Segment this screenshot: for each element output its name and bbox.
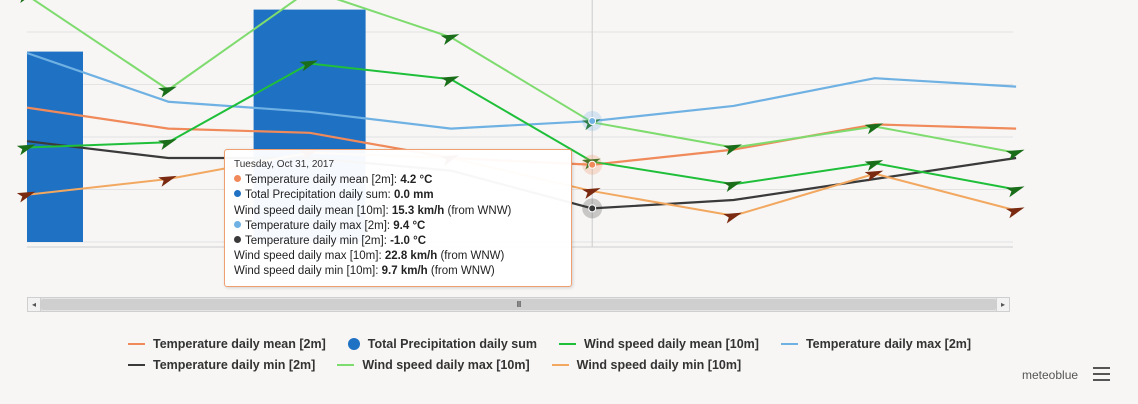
legend-line-icon <box>128 342 145 345</box>
legend-label: Temperature daily mean [2m] <box>153 336 326 351</box>
credit-label[interactable]: meteoblue <box>1022 368 1079 382</box>
tooltip-value: -1.0 °C <box>390 235 427 248</box>
wind-direction-arrow <box>158 86 177 98</box>
wind-direction-arrow <box>582 187 601 199</box>
tooltip-suffix: (from WNW) <box>437 250 505 263</box>
legend-label: Temperature daily max [2m] <box>805 336 972 351</box>
legend-label: Wind speed daily mean [10m] <box>584 336 759 351</box>
tooltip-row: Temperature daily mean [2m]: 4.2 °C <box>234 173 562 188</box>
scroll-right-button[interactable]: ▸ <box>996 298 1009 311</box>
tooltip-row: Wind speed daily min [10m]: 9.7 km/h (fr… <box>234 264 562 279</box>
legend-item[interactable]: Wind speed daily max [10m] <box>337 357 530 372</box>
legend-line-icon <box>780 342 798 345</box>
tooltip-dot-icon <box>234 220 241 228</box>
wind-direction-arrow <box>1005 207 1025 219</box>
tooltip-row: Wind speed daily mean [10m]: 15.3 km/h (… <box>234 204 562 219</box>
wind-direction-arrow <box>158 175 177 187</box>
tooltip-label: Temperature daily mean [2m]: <box>245 174 401 187</box>
hover-marker <box>588 204 597 213</box>
wind-direction-arrow <box>299 60 319 72</box>
tooltip-value: 15.3 km/h <box>391 204 445 217</box>
legend-item[interactable]: Temperature daily min [2m] <box>128 358 315 372</box>
legend-line-icon <box>337 363 355 366</box>
tooltip-value: 22.8 km/h <box>384 250 438 263</box>
legend-row: Temperature daily mean [2m] Total Precipi… <box>128 333 1028 354</box>
scroll-left-button[interactable]: ◂ <box>28 298 41 311</box>
scrollbar-thumb[interactable]: III <box>41 299 996 310</box>
wind-direction-arrow <box>158 139 177 151</box>
tooltip-date: Tuesday, Oct 31, 2017 <box>234 159 335 170</box>
legend-line-icon <box>559 342 576 345</box>
tooltip-value: 9.7 km/h <box>381 265 428 278</box>
wind-direction-arrow <box>16 144 36 156</box>
tooltip-dot-icon <box>234 175 241 183</box>
chart-legend: Temperature daily mean [2m] Total Precipi… <box>128 333 1028 375</box>
wind-direction-arrow <box>864 123 884 135</box>
scroll-right-icon: ▸ <box>1000 300 1005 309</box>
series-line-2 <box>26 62 1017 191</box>
series-line-5 <box>32 0 1017 154</box>
tooltip-row: Temperature daily max [2m]: 9.4 °C <box>234 219 562 234</box>
wind-direction-arrow <box>864 170 884 182</box>
scroll-left-icon: ◂ <box>31 300 36 309</box>
wind-direction-arrow <box>440 34 460 46</box>
legend-item[interactable]: Temperature daily max [2m] <box>780 336 972 351</box>
legend-item[interactable]: Wind speed daily mean [10m] <box>559 337 759 351</box>
series-line-3 <box>26 51 1017 130</box>
tooltip-label: Wind speed daily max [10m]: <box>234 250 385 263</box>
tooltip-row: Temperature daily min [2m]: -1.0 °C <box>234 234 562 249</box>
tooltip: Tuesday, Oct 31, 2017 Temperature daily … <box>224 149 572 287</box>
wind-direction-arrow <box>864 160 884 172</box>
legend-label: Total Precipitation daily sum <box>367 336 537 351</box>
legend-label: Wind speed daily max [10m] <box>362 357 530 372</box>
wind-direction-arrow <box>723 144 742 156</box>
horizontal-scrollbar[interactable]: ◂ III ▸ <box>27 297 1010 312</box>
tooltip-suffix: (from WNW) <box>444 204 512 217</box>
tooltip-dot-icon <box>234 236 241 244</box>
legend-line-icon <box>128 363 145 366</box>
tooltip-suffix: (from WNW) <box>427 265 495 278</box>
legend-item[interactable]: Wind speed daily min [10m] <box>551 357 742 372</box>
wind-direction-arrow <box>1005 149 1025 161</box>
tooltip-label: Wind speed daily mean [10m]: <box>234 204 392 217</box>
legend-item[interactable]: Temperature daily mean [2m] <box>128 337 326 351</box>
tooltip-row: Wind speed daily max [10m]: 22.8 km/h (f… <box>234 249 562 264</box>
legend-item[interactable]: Total Precipitation daily sum <box>347 336 537 351</box>
legend-row: Temperature daily min [2m] Wind speed dai… <box>128 354 1028 375</box>
hover-marker <box>588 160 597 169</box>
tooltip-label: Wind speed daily min [10m]: <box>234 265 382 278</box>
legend-label: Temperature daily min [2m] <box>153 357 316 372</box>
tooltip-value: 0.0 mm <box>393 189 434 202</box>
legend-label: Wind speed daily min [10m] <box>576 357 742 372</box>
tooltip-label: Temperature daily min [2m]: <box>245 235 391 248</box>
wind-direction-arrow <box>16 191 36 203</box>
hover-marker <box>588 117 597 126</box>
wind-direction-arrow <box>440 76 460 88</box>
tooltip-label: Temperature daily max [2m]: <box>245 219 394 232</box>
wind-direction-arrow <box>723 212 742 224</box>
wind-direction-arrow <box>723 181 742 193</box>
hamburger-menu-icon[interactable] <box>1093 367 1110 381</box>
tooltip-dot-icon <box>234 190 241 198</box>
tooltip-value: 4.2 °C <box>400 174 433 187</box>
wind-direction-arrow <box>1005 186 1025 198</box>
legend-line-icon <box>551 363 569 366</box>
tooltip-value: 9.4 °C <box>393 219 426 232</box>
wind-direction-arrow <box>16 0 36 4</box>
scrollbar-grip-icon: III <box>516 300 522 309</box>
legend-dot-icon <box>347 337 360 350</box>
tooltip-row: Total Precipitation daily sum: 0.0 mm <box>234 188 562 203</box>
tooltip-label: Total Precipitation daily sum: <box>245 189 394 202</box>
